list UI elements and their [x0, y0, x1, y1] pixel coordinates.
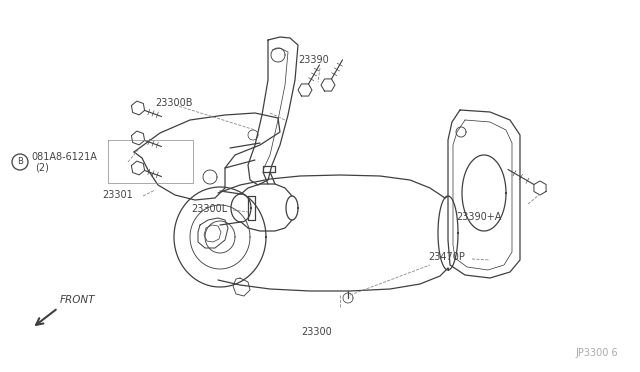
Text: B: B [17, 157, 23, 167]
Text: 23300B: 23300B [155, 98, 193, 108]
Text: (2): (2) [35, 163, 49, 173]
Text: 23301: 23301 [102, 190, 132, 200]
Text: JP3300 6: JP3300 6 [575, 348, 618, 358]
Text: 23300L: 23300L [191, 204, 227, 214]
Text: FRONT: FRONT [60, 295, 95, 305]
Text: 23300: 23300 [301, 327, 332, 337]
Text: 23390: 23390 [298, 55, 329, 65]
Text: 081A8-6121A: 081A8-6121A [31, 152, 97, 162]
Text: 23390+A: 23390+A [456, 212, 501, 222]
Text: 23470P: 23470P [428, 252, 465, 262]
